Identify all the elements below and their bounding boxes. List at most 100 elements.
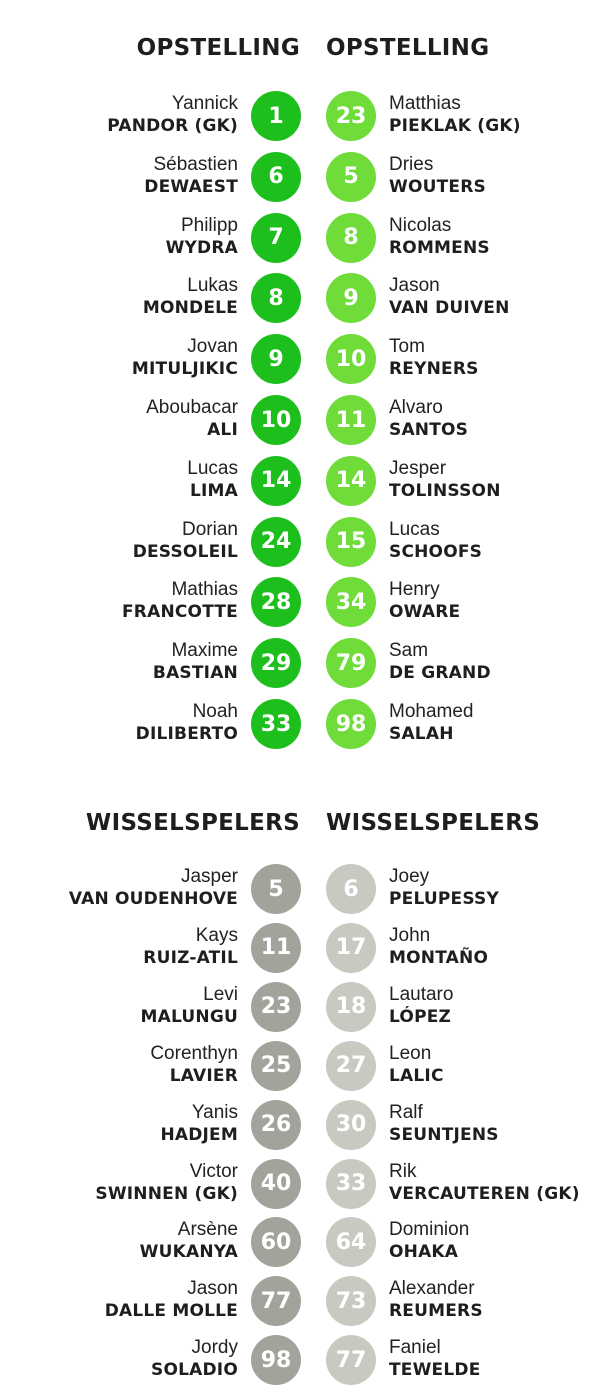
shirt-number-badge: 34 [326,577,376,628]
player-row: 11 Kays RUIZ-ATIL [0,922,306,983]
player-first-name: Nicolas [389,214,452,236]
player-last-name: WYDRA [165,237,238,258]
shirt-number-badge: 1 [251,91,301,141]
player-row: 8 Lukas MONDELE [0,273,306,333]
player-first-name: Dorian [182,518,238,540]
player-first-name: Dominion [389,1219,470,1241]
player-last-name: DILIBERTO [135,724,238,744]
shirt-number-badge: 14 [251,455,301,506]
player-last-name: DE GRAND [389,663,491,684]
player-row: 29 Maxime BASTIAN [0,638,306,698]
player-row: 15 Lucas SCHOOFS [306,516,612,577]
player-row: 33 Noah DILIBERTO [0,699,306,759]
player-first-name: Joey [389,866,430,887]
shirt-number-badge: 33 [251,699,301,749]
player-row: 25 Corenthyn LAVIER [0,1040,306,1101]
player-row: 18 Lautaro LÓPEZ [306,981,612,1042]
player-first-name: Faniel [389,1337,441,1359]
shirt-number-badge: 23 [251,981,301,1032]
shirt-number-badge: 8 [251,273,301,324]
shirt-number-badge: 23 [326,91,376,141]
player-name: Nicolas ROMMENS [389,215,490,259]
player-row: 98 Jordy SOLADIO [0,1335,306,1395]
player-first-name: Yannick [171,93,238,114]
player-name: Yannick PANDOR (GK) [107,93,238,137]
shirt-number-badge: 14 [326,455,376,506]
player-last-name: SANTOS [389,420,469,440]
shirt-number-badge: 18 [326,981,376,1032]
player-row: 1 Yannick PANDOR (GK) [0,91,306,151]
player-name: Ralf SEUNTJENS [389,1102,499,1146]
player-name: Mohamed SALAH [389,701,474,745]
player-name: Tom REYNERS [389,336,479,380]
player-first-name: Aboubacar [146,397,238,418]
player-last-name: SWINNEN (GK) [95,1183,238,1204]
player-first-name: Yanis [191,1101,238,1123]
player-first-name: Sam [389,640,429,662]
shirt-number-badge: 30 [326,1099,376,1150]
player-row: 26 Yanis HADJEM [0,1099,306,1160]
player-row: 5 Dries WOUTERS [306,151,612,212]
player-last-name: FRANCOTTE [121,602,238,623]
player-first-name: Jovan [187,336,238,358]
player-name: Sébastien DEWAEST [144,154,238,198]
player-first-name: Maxime [171,640,238,662]
player-name: Jordy SOLADIO [151,1337,238,1381]
player-first-name: Mathias [171,579,238,601]
player-name: Sam DE GRAND [389,640,491,684]
player-name: Jesper TOLINSSON [389,458,501,502]
player-first-name: Lautaro [389,983,454,1005]
player-last-name: DESSOLEIL [132,541,238,562]
player-first-name: Tom [389,336,425,358]
player-last-name: PIEKLAK (GK) [389,116,521,136]
player-first-name: Victor [189,1160,238,1182]
player-row: 33 Rik VERCAUTEREN (GK) [306,1158,612,1219]
player-row: 9 Jovan MITULJIKIC [0,334,306,394]
shirt-number-badge: 27 [326,1040,376,1091]
player-last-name: SCHOOFS [389,541,483,562]
player-row: 23 Levi MALUNGU [0,981,306,1042]
player-name: Rik VERCAUTEREN (GK) [389,1161,580,1205]
player-last-name: WUKANYA [139,1242,238,1263]
player-row: 10 Tom REYNERS [306,334,612,394]
player-first-name: Mohamed [389,701,474,722]
player-name: Philipp WYDRA [166,215,238,259]
shirt-number-badge: 5 [251,864,301,914]
player-name: Leon LALIC [389,1043,444,1087]
player-first-name: Ralf [389,1101,423,1123]
player-name: Jason VAN DUIVEN [389,275,510,319]
player-name: Aboubacar ALI [146,397,238,441]
player-first-name: Arsène [177,1219,238,1241]
player-name: Lukas MONDELE [143,275,238,319]
shirt-number-badge: 77 [251,1276,301,1327]
player-name: Lucas SCHOOFS [389,519,482,563]
player-row: 27 Leon LALIC [306,1040,612,1101]
player-last-name: DEWAEST [144,176,238,197]
player-first-name: Noah [192,701,238,722]
player-last-name: REYNERS [389,359,479,380]
player-row: 5 Jasper VAN OUDENHOVE [0,864,306,924]
shirt-number-badge: 40 [251,1158,301,1209]
player-row: 40 Victor SWINNEN (GK) [0,1158,306,1219]
player-last-name: TEWELDE [389,1360,481,1381]
player-name: Dries WOUTERS [389,154,486,198]
player-row: 28 Mathias FRANCOTTE [0,577,306,637]
player-last-name: TOLINSSON [389,480,501,501]
player-last-name: RUIZ-ATIL [143,947,238,968]
player-last-name: ROMMENS [389,237,490,258]
player-row: 9 Jason VAN DUIVEN [306,273,612,333]
shirt-number-badge: 98 [326,699,376,749]
player-name: Dorian DESSOLEIL [133,519,238,563]
home-lineup-heading: OPSTELLING [136,35,300,61]
player-last-name: REUMERS [389,1301,483,1322]
player-name: Noah DILIBERTO [136,701,238,745]
player-last-name: VAN OUDENHOVE [68,889,238,909]
player-last-name: PELUPESSY [389,889,500,909]
player-first-name: Henry [389,579,440,601]
shirt-number-badge: 25 [251,1040,301,1091]
player-last-name: SEUNTJENS [389,1124,499,1145]
shirt-number-badge: 8 [326,212,376,263]
shirt-number-badge: 77 [326,1335,376,1386]
player-last-name: MONTAÑO [389,947,489,968]
player-row: 14 Jesper TOLINSSON [306,455,612,516]
